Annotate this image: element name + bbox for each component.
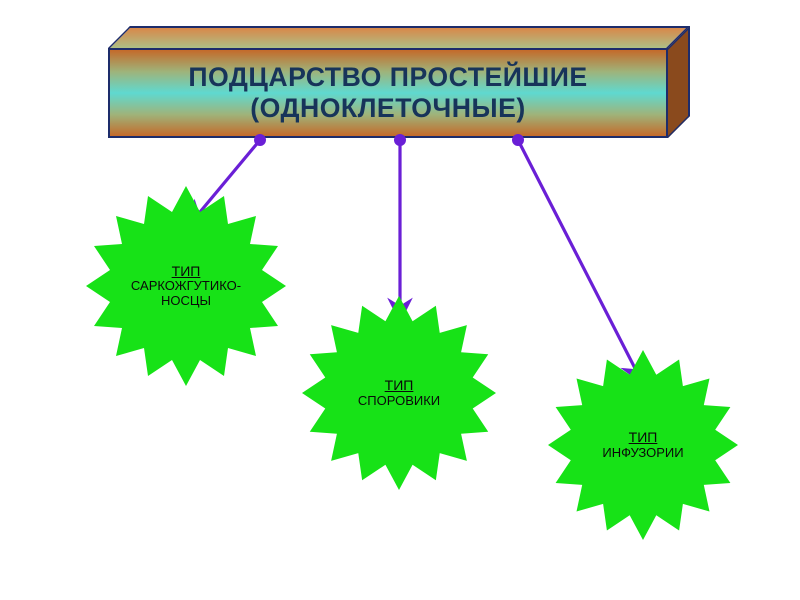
burst-sporo: ТИПСПОРОВИКИ [302,296,496,490]
burst-body-line: ИНФУЗОРИИ [602,446,683,461]
header-line2: (ОДНОКЛЕТОЧНЫЕ) [250,93,526,123]
burst-sarko: ТИПСАРКОЖГУТИКО-НОСЦЫ [86,186,286,386]
arrow-line-2 [518,140,642,382]
burst-body-line: НОСЦЫ [131,294,241,309]
burst-body-line: САРКОЖГУТИКО- [131,279,241,294]
burst-body-line: СПОРОВИКИ [358,394,440,409]
burst-heading: ТИП [602,429,683,445]
header-bar-text: ПОДЦАРСТВО ПРОСТЕЙШИЕ (ОДНОКЛЕТОЧНЫЕ) [188,62,587,124]
diagram-stage: { "canvas": { "width": 800, "height": 60… [0,0,800,600]
burst-heading: ТИП [131,263,241,279]
header-line1: ПОДЦАРСТВО ПРОСТЕЙШИЕ [188,62,587,92]
burst-label-sarko: ТИПСАРКОЖГУТИКО-НОСЦЫ [131,263,241,309]
burst-heading: ТИП [358,377,440,393]
header-bar-top [108,26,690,48]
burst-label-sporo: ТИПСПОРОВИКИ [358,377,440,408]
header-bar-side [668,26,690,138]
burst-label-infu: ТИПИНФУЗОРИИ [602,429,683,460]
header-bar-front: ПОДЦАРСТВО ПРОСТЕЙШИЕ (ОДНОКЛЕТОЧНЫЕ) [108,48,668,138]
burst-infu: ТИПИНФУЗОРИИ [548,350,738,540]
